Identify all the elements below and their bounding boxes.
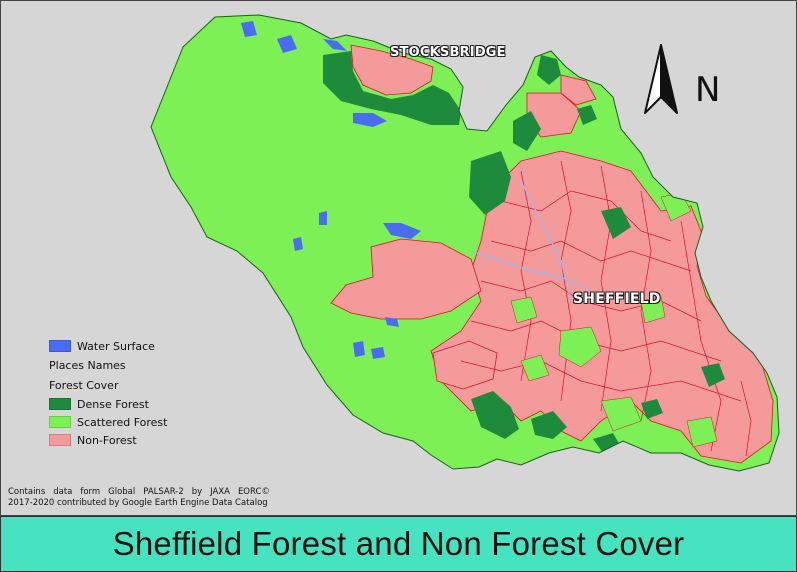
north-letter: N <box>695 70 721 110</box>
legend-water-label: Water Surface <box>77 339 155 353</box>
non-forest-west <box>330 238 482 320</box>
non-forest-south-west <box>432 340 498 390</box>
district-outline <box>150 14 780 472</box>
non-forest-north-east-2 <box>560 74 597 106</box>
credit-word: Global <box>108 487 136 497</box>
credit-word: JAXA <box>210 487 230 497</box>
legend: Water Surface Places Names Forest Cover … <box>49 337 167 449</box>
credit-word: PALSAR-2 <box>143 487 184 497</box>
legend-item-label: Dense Forest <box>77 397 149 411</box>
map-canvas <box>150 14 780 472</box>
legend-non-forest: Non-Forest <box>49 431 167 449</box>
dense-forest-swatch <box>49 398 71 410</box>
legend-item-label: Non-Forest <box>77 433 137 447</box>
north-arrow-icon <box>644 44 678 114</box>
legend-water: Water Surface <box>49 337 167 355</box>
map-frame: STOCKSBRIDGE SHEFFIELD N Water Surface P… <box>0 0 797 516</box>
non-forest-swatch <box>49 434 71 446</box>
legend-item-label: Scattered Forest <box>77 415 168 429</box>
legend-forest-heading: Forest Cover <box>49 378 119 392</box>
scattered-forest-patches <box>510 192 718 448</box>
scattered-forest-swatch <box>49 416 71 428</box>
legend-places-heading: Places Names <box>49 358 126 372</box>
legend-scattered-forest: Scattered Forest <box>49 413 167 431</box>
credit-line-1: Contains data form Global PALSAR-2 by JA… <box>8 487 270 498</box>
place-label-stocksbridge: STOCKSBRIDGE <box>390 45 506 60</box>
water-swatch <box>49 340 71 352</box>
data-credit: Contains data form Global PALSAR-2 by JA… <box>8 487 270 509</box>
credit-word: by <box>191 487 203 497</box>
title-bar: Sheffield Forest and Non Forest Cover <box>0 516 797 572</box>
dense-forest-patches <box>323 51 725 453</box>
non-forest-stocksbridge <box>350 44 434 96</box>
credit-word: Contains <box>8 487 46 497</box>
credit-word: EORC© <box>237 487 270 497</box>
credit-line-2: 2017-2020 contributed by Google Earth En… <box>8 498 268 508</box>
credit-word: data <box>53 487 73 497</box>
credit-word: form <box>80 487 101 497</box>
map-title: Sheffield Forest and Non Forest Cover <box>112 525 685 562</box>
place-label-sheffield: SHEFFIELD <box>573 291 661 307</box>
rivers <box>470 180 592 302</box>
legend-dense-forest: Dense Forest <box>49 395 167 413</box>
